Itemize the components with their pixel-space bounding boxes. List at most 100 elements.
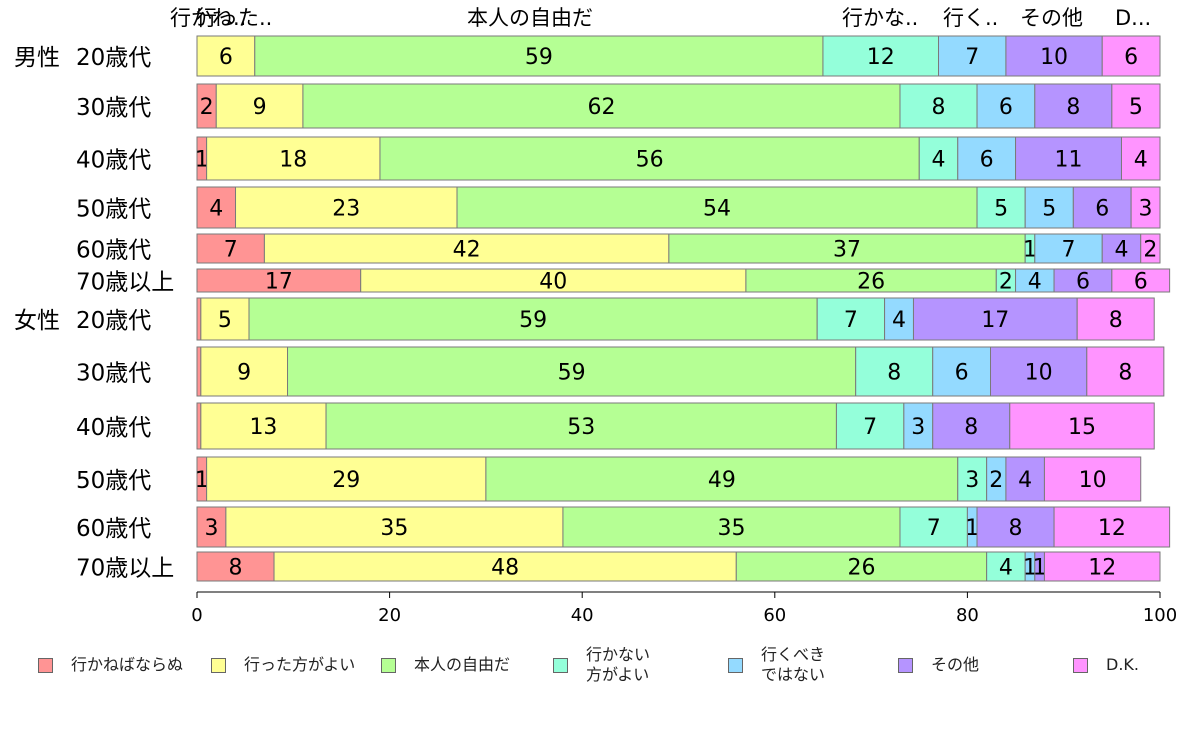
data-label: 9 [253,95,267,120]
top-category-label: 行かな.. [842,6,918,30]
data-label: 2 [989,468,1003,493]
bar-segment [1043,551,1161,582]
data-label: 40 [539,270,567,295]
data-label: 2 [200,95,214,120]
group-label: 男性 [14,45,60,71]
x-tick-label: 20 [378,605,401,626]
data-label: 59 [519,308,547,333]
bar-segment [668,233,1026,264]
bar-segment [196,402,202,450]
data-label: 10 [1025,361,1053,386]
bar-segment [200,402,327,450]
data-label: 12 [1088,556,1116,581]
data-label: 1 [195,468,209,493]
data-label: 18 [279,148,307,173]
top-category-label: 行かね.. [170,6,246,30]
data-label: 4 [1134,148,1148,173]
data-label: 5 [994,197,1008,222]
data-label: 29 [332,468,360,493]
data-label: 4 [1028,270,1042,295]
data-label: 12 [1098,516,1126,541]
data-label: 26 [847,556,875,581]
bar-segment [302,83,901,129]
data-label: 59 [558,361,586,386]
data-label: 9 [237,361,251,386]
row-label: 40歳代 [76,148,151,174]
data-label: 59 [525,45,553,70]
row-label: 70歳以上 [76,270,174,296]
bar-segment [1076,297,1155,341]
bar-segment [835,402,905,450]
bar-segment [273,551,737,582]
bar-segment [899,506,968,548]
data-label: 2 [999,270,1013,295]
data-label: 6 [955,361,969,386]
bar-segment [215,83,304,129]
data-label: 8 [1118,361,1132,386]
legend-item: その他 [898,640,979,690]
x-axis: 0 20 40 60 80 100 [191,591,1177,626]
data-label: 35 [380,516,408,541]
data-label: 1 [1033,556,1047,581]
data-label: 1 [1023,556,1037,581]
data-label: 1 [195,148,209,173]
bar-segment [1043,456,1142,502]
bar-segment [976,186,1026,229]
bar-segment [200,346,289,397]
legend-item: 行かねばならぬ [38,640,183,690]
data-label: 8 [932,95,946,120]
data-label: 7 [844,308,858,333]
data-label: 37 [833,238,861,263]
data-label: 6 [1095,197,1109,222]
data-label: 5 [1042,197,1056,222]
bar-segment [485,456,959,502]
data-label: 3 [204,516,218,541]
bar-segment [206,456,487,502]
data-label: 5 [218,308,232,333]
data-label: 6 [1124,45,1138,70]
legend-swatch [553,657,568,673]
row-label: 30歳代 [76,361,151,387]
bar-segment [196,35,256,77]
data-label: 8 [1066,95,1080,120]
data-label: 56 [636,148,664,173]
bar-segment [1111,83,1161,129]
bar-segment [456,186,978,229]
data-label: 7 [863,415,877,440]
bar-segment [1111,268,1171,293]
data-label: 54 [703,197,731,222]
top-category-label: D... [1115,6,1151,30]
data-label: 6 [999,95,1013,120]
row-label: 60歳代 [76,238,151,264]
legend-label: 行かねばならぬ [71,655,184,674]
data-label: 11 [1055,148,1083,173]
data-label: 17 [981,308,1009,333]
data-label: 4 [892,308,906,333]
row-label: 20歳代 [76,308,151,334]
legend-swatch [898,657,913,673]
bar-segment [325,402,837,450]
top-category-label: 本人の自由だ [467,6,593,30]
legend-swatch [1073,657,1088,673]
legend-label: 行くべき ではない [761,645,826,684]
data-label: 3 [911,415,925,440]
x-tick-label: 40 [571,605,594,626]
legend-swatch [381,657,396,673]
legend: 行かねばならぬ 行った方がよい 本人の自由だ 行かない 方がよい 行くべき ではない その… [38,640,1178,690]
legend-swatch [728,657,743,673]
data-label: 6 [980,148,994,173]
bar-segment [254,35,824,77]
data-label: 48 [491,556,519,581]
legend-item: 行った方がよい [211,640,355,690]
bar-segment [1005,35,1103,77]
data-label: 5 [1129,95,1143,120]
bar-segment [903,402,934,450]
legend-label: 行かない 方がよい [586,645,651,684]
row-label: 40歳代 [76,415,151,441]
legend-label: 行った方がよい [244,655,356,674]
data-label: 4 [1018,468,1032,493]
data-label: 4 [209,197,223,222]
bar-segment [932,402,1011,450]
data-label: 4 [1114,238,1128,263]
